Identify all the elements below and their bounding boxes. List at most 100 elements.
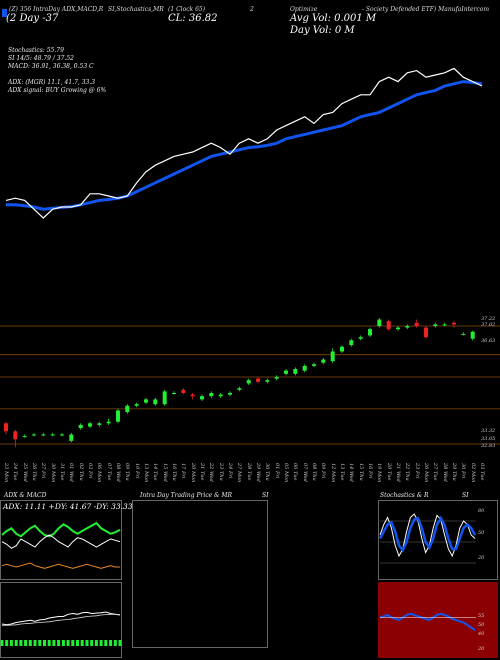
macd-readout: MACD: 36.91, 36.38, 0.53 C	[8, 63, 94, 70]
candle-body-2	[22, 436, 27, 438]
avg-vol: Avg Vol: 0.001 M	[290, 13, 377, 24]
stoch-level-80: 80	[478, 508, 485, 514]
candle-body-31	[293, 369, 298, 374]
candle-body-26	[246, 380, 251, 384]
rsi-level-40: 40	[478, 631, 485, 637]
date-tick-label: 29 Thu	[451, 463, 457, 481]
date-tick-label: 17 Fri	[180, 463, 187, 479]
candle-body-45	[424, 327, 428, 338]
intraday-panel-title-si: SI	[262, 492, 269, 499]
candle-body-7	[69, 434, 74, 441]
date-tick-label: 06 Tue	[292, 463, 299, 481]
date-tick-label: 30 Thu	[264, 463, 271, 481]
date-tick-label: 09 Thu	[124, 463, 131, 481]
date-tick-label: 26 Thu	[31, 463, 37, 481]
candle-body-29	[274, 377, 279, 379]
rsi-level-50: 50	[478, 622, 485, 628]
date-tick-label: 07 Tue	[105, 463, 112, 481]
candle-body-37	[349, 340, 354, 346]
date-tick-label: 13 Tue	[339, 463, 345, 481]
date-tick-label: 02 Mon	[469, 463, 476, 483]
candle-body-24	[228, 393, 232, 395]
adx-panel-readout: ADX: 11.11 +DY: 41.67 -DY: 33.33	[3, 502, 133, 511]
candle-body-18	[172, 393, 176, 394]
intraday-panel-title: Intra Day Trading Price & MR	[140, 492, 233, 499]
date-tick-label: 14 Wed	[348, 463, 355, 482]
date-tick-label: 02 Thu	[77, 463, 84, 481]
date-tick-label: 24 Tue	[12, 463, 19, 481]
candle-body-27	[256, 378, 260, 382]
candle-body-42	[396, 327, 400, 330]
price-line	[5, 67, 483, 219]
stoch-level-20: 20	[478, 555, 485, 561]
candle-body-14	[134, 404, 139, 406]
candle-body-33	[312, 364, 316, 366]
candle-body-12	[116, 410, 120, 422]
candle-body-49	[461, 333, 466, 335]
candle-body-46	[433, 324, 438, 326]
stoch-panel-title: Stochastics & R	[380, 492, 429, 499]
date-tick-label: 09 Fri	[320, 463, 327, 479]
candle-body-47	[442, 324, 447, 326]
date-tick-label: 03 Fri	[87, 463, 93, 479]
date-tick-label: 27 Fri	[40, 463, 47, 479]
chart-type-line: SI,Stochastics,MR	[108, 6, 164, 13]
date-tick-label: 24 Fri	[227, 463, 233, 479]
date-tick-label: 15 Thu	[357, 463, 364, 481]
date-tick-label: 21 Wed	[395, 463, 401, 482]
candle-body-10	[97, 423, 102, 425]
candle-body-15	[144, 399, 148, 403]
candle-body-34	[321, 359, 326, 363]
date-tick-label: 05 Mon	[283, 463, 289, 483]
candle-body-8	[78, 424, 83, 429]
candle-body-0	[4, 423, 8, 432]
date-tick-label: 12 Mon	[329, 463, 336, 483]
date-tick-label: 08 Wed	[115, 463, 121, 482]
date-tick-label: 27 Tue	[432, 463, 439, 481]
candle-body-23	[218, 394, 223, 397]
si-readout: SI 14/5: 48.79 / 37.52	[8, 55, 74, 62]
date-tick-label: 14 Tue	[152, 463, 159, 481]
adx-panel	[0, 500, 122, 580]
date-tick-label: 06 Mon	[96, 463, 103, 483]
candle-body-28	[265, 380, 270, 382]
candle-body-1	[13, 431, 18, 440]
candle-body-6	[60, 434, 64, 436]
ticker-line: (Z) 356 IntraDay ADX,MACD,R	[9, 6, 104, 13]
candle-body-11	[106, 421, 111, 424]
date-tick-label: 30 Mon	[49, 463, 56, 483]
price-label-4: 33.32	[481, 428, 496, 434]
date-tick-label: 01 Fri	[273, 463, 280, 479]
ema-line	[6, 80, 483, 211]
candle-body-36	[340, 346, 344, 352]
date-tick-label: 07 Wed	[301, 463, 308, 482]
date-tick-label: 23 Thu	[217, 463, 224, 481]
candle-body-19	[181, 389, 186, 393]
day-vol: Day Vol: 0 M	[290, 25, 355, 36]
date-tick-label: 10 Fri	[133, 463, 140, 479]
candle-body-30	[284, 370, 288, 374]
candle-body-32	[302, 365, 307, 371]
candle-body-25	[237, 388, 242, 390]
adx-panel-title: ADX & MACD	[4, 492, 47, 499]
date-tick-label: 19 Mon	[376, 463, 383, 483]
date-tick-label: 30 Fri	[460, 463, 467, 479]
date-tick-label: 28 Wed	[441, 463, 448, 482]
candle-body-35	[330, 351, 335, 362]
close-value: CL: 36.82	[168, 13, 218, 24]
stoch-level-50: 50	[478, 530, 485, 536]
price-label-6: 32.83	[481, 443, 496, 449]
candle-body-22	[209, 393, 214, 397]
candle-body-16	[153, 399, 158, 405]
date-tick-label: 13 Mon	[143, 463, 149, 483]
date-tick-label: 25 Wed	[21, 463, 28, 482]
rsi-level-55: 55	[478, 613, 485, 619]
adx-signal-readout: ADX signal: BUY Growing @ 6%	[8, 87, 107, 94]
candle-body-41	[386, 321, 391, 330]
candle-body-38	[358, 337, 363, 339]
date-tick-label: 28 Tue	[245, 463, 252, 481]
macd-panel	[0, 582, 122, 658]
date-tick-label: 20 Mon	[189, 463, 196, 483]
candle-body-20	[190, 394, 195, 397]
date-tick-label: 31 Tue	[59, 463, 65, 481]
